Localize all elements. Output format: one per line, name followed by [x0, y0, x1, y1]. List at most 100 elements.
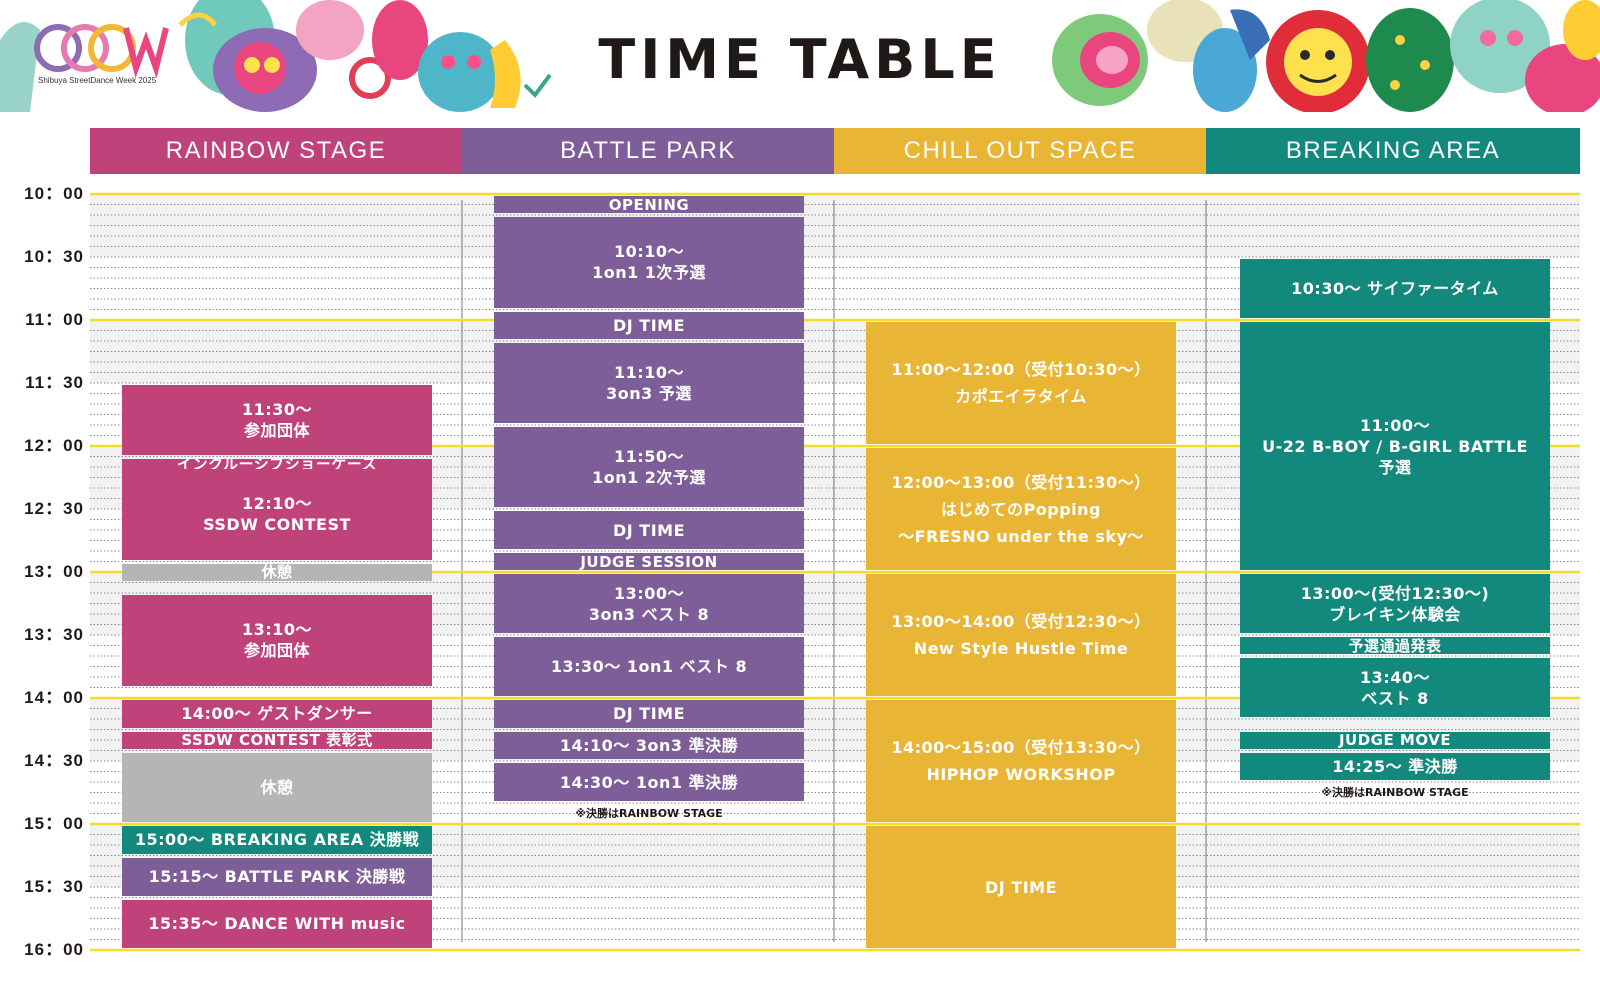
event-block-battle: 11:10～ 3on3 予選: [494, 343, 804, 423]
event-text: 予選: [1378, 457, 1412, 477]
event-block-breaking: 13:40～ ベスト 8: [1240, 658, 1550, 717]
event-text: 1on1 1次予選: [592, 263, 706, 283]
event-text: 13:10～: [242, 620, 312, 640]
event-block-battle: 14:30～ 1on1 準決勝: [494, 763, 804, 801]
event-block-rainbow: 15:00～ BREAKING AREA 決勝戦: [122, 826, 432, 854]
time-label: 16：00: [24, 940, 84, 959]
event-text: 12:00～13:00（受付11:30～）: [891, 472, 1151, 492]
event-text: 参加団体: [243, 641, 310, 661]
event-block-chill: 12:00～13:00（受付11:30～） はじめてのPopping ～FRESNO…: [866, 448, 1176, 570]
header-art: [0, 0, 1600, 112]
event-text: 10:30～ サイファータイム: [1291, 279, 1499, 298]
event-block-breaking: JUDGE MOVE: [1240, 731, 1550, 749]
event-text: 11:30～: [242, 399, 312, 419]
time-label: 10：00: [24, 184, 84, 203]
event-text: ～FRESNO under the sky～: [898, 526, 1144, 546]
event-text: ブレイキン体験会: [1329, 604, 1461, 624]
event-text: はじめてのPopping: [941, 499, 1101, 519]
event-block-battle: JUDGE SESSION: [494, 553, 804, 570]
final-note: ※決勝はRAINBOW STAGE: [1321, 786, 1469, 799]
event-text: 13:00～: [614, 583, 684, 603]
event-text: 10:10～: [614, 242, 684, 262]
event-text: 休憩: [260, 777, 294, 797]
event-text: 予選通過発表: [1348, 637, 1442, 654]
event-block-breaking: 14:25～ 準決勝: [1240, 752, 1550, 780]
event-text: カポエイラタイム: [955, 387, 1087, 406]
event-text: 13:40～: [1360, 667, 1430, 687]
time-label: 13：30: [24, 625, 84, 644]
time-label: 11：30: [25, 373, 84, 392]
event-block-battle: DJ TIME: [494, 700, 804, 728]
event-block-rainbow: 15:15～ BATTLE PARK 決勝戦: [122, 857, 432, 896]
event-text: 13:00～14:00（受付12:30～）: [891, 612, 1151, 631]
time-label: 12：30: [24, 499, 84, 518]
event-text: JUDGE SESSION: [580, 553, 718, 570]
event-text: JUDGE MOVE: [1338, 731, 1452, 749]
event-block-battle: DJ TIME: [494, 311, 804, 339]
event-text: 11:00～12:00（受付10:30～）: [891, 360, 1151, 379]
event-text: 14:30～ 1on1 準決勝: [559, 772, 739, 792]
event-block-battle: 13:00～ 3on3 ベスト 8: [494, 574, 804, 633]
event-text: 14:00～15:00（受付13:30～）: [891, 738, 1151, 757]
event-text: OPENING: [608, 196, 690, 213]
event-text: HIPHOP WORKSHOP: [926, 765, 1116, 784]
event-block-battle: OPENING: [494, 196, 804, 213]
event-text: DJ TIME: [612, 704, 686, 724]
event-text: 参加団体: [243, 420, 310, 440]
event-text: インクルーシブショーケース: [176, 458, 377, 469]
event-text: SSDW CONTEST: [203, 515, 351, 535]
final-note: ※決勝はRAINBOW STAGE: [575, 807, 723, 820]
time-label: 15：00: [24, 814, 84, 833]
time-label: 10：30: [24, 247, 84, 266]
event-text: 13:00～(受付12:30～): [1300, 583, 1490, 603]
event-block-rainbow: 14:00～ ゲストダンサー: [122, 700, 432, 728]
stage-header-battle: BATTLE PARK: [462, 128, 834, 174]
event-block-rainbow: 15:35～ DANCE WITH music: [122, 899, 432, 948]
event-block-breaking: 予選通過発表: [1240, 637, 1550, 654]
event-block-rainbow: インクルーシブショーケース: [122, 458, 432, 469]
event-text: 15:00～ BREAKING AREA 決勝戦: [134, 830, 420, 850]
event-text: 14:25～ 準決勝: [1332, 756, 1458, 776]
event-text: 12:10～: [242, 494, 312, 514]
logo-subtitle: Shibuya StreetDance Week 2025: [38, 76, 157, 85]
time-label: 15：30: [24, 877, 84, 896]
event-text: SSDW CONTEST 表彰式: [181, 731, 373, 749]
event-block-rainbow: 休憩: [122, 752, 432, 822]
event-block-chill: 11:00～12:00（受付10:30～） カポエイラタイム: [866, 322, 1176, 444]
event-block-rainbow: 13:10～ 参加団体: [122, 595, 432, 686]
event-text: 14:00～ ゲストダンサー: [181, 704, 373, 724]
event-text: DJ TIME: [612, 315, 686, 335]
event-block-battle: 14:10～ 3on3 準決勝: [494, 731, 804, 759]
time-label: 13：00: [24, 562, 84, 581]
event-block-chill: 13:00～14:00（受付12:30～） New Style Hustle Ti…: [866, 574, 1176, 696]
event-text: 15:35～ DANCE WITH music: [148, 914, 406, 934]
event-block-battle: 13:30～ 1on1 ベスト 8: [494, 637, 804, 696]
event-text: 3on3 ベスト 8: [588, 604, 710, 624]
stage-header-rainbow: RAINBOW STAGE: [90, 128, 462, 174]
event-block-rainbow: 11:30～ 参加団体: [122, 385, 432, 455]
event-block-rainbow: SSDW CONTEST 表彰式: [122, 731, 432, 749]
grid-band: [90, 194, 1580, 257]
event-text: 14:10～ 3on3 準決勝: [559, 735, 739, 755]
event-block-battle: DJ TIME: [494, 511, 804, 549]
event-text: 11:50～: [614, 447, 684, 466]
event-text: U-22 B-BOY / B-GIRL BATTLE: [1262, 436, 1528, 456]
event-text: 1on1 2次予選: [592, 468, 706, 487]
time-label: 14：30: [24, 751, 84, 770]
event-text: 11:00～: [1360, 415, 1430, 435]
event-block-battle: 11:50～ 1on1 2次予選: [494, 427, 804, 507]
event-block-battle: 10:10～ 1on1 1次予選: [494, 217, 804, 308]
time-label: 14：00: [24, 688, 84, 707]
page-title: TIME TABLE: [598, 28, 1002, 91]
stage-header-chill: CHILL OUT SPACE: [834, 128, 1206, 174]
event-block-breaking: 10:30～ サイファータイム: [1240, 259, 1550, 318]
time-label: 12：00: [24, 436, 84, 455]
header-banner: Shibuya StreetDance Week 2025 TIME TABLE: [0, 0, 1600, 112]
event-block-chill: 14:00～15:00（受付13:30～） HIPHOP WORKSHOP: [866, 700, 1176, 822]
event-block-breaking: 11:00～ U-22 B-BOY / B-GIRL BATTLE 予選: [1240, 322, 1550, 570]
event-text: New Style Hustle Time: [913, 639, 1129, 658]
event-block-chill: DJ TIME: [866, 826, 1176, 948]
event-block-rainbow: 休憩: [122, 563, 432, 581]
event-block-rainbow: 12:10～ SSDW CONTEST: [122, 469, 432, 560]
event-text: 休憩: [261, 563, 293, 581]
